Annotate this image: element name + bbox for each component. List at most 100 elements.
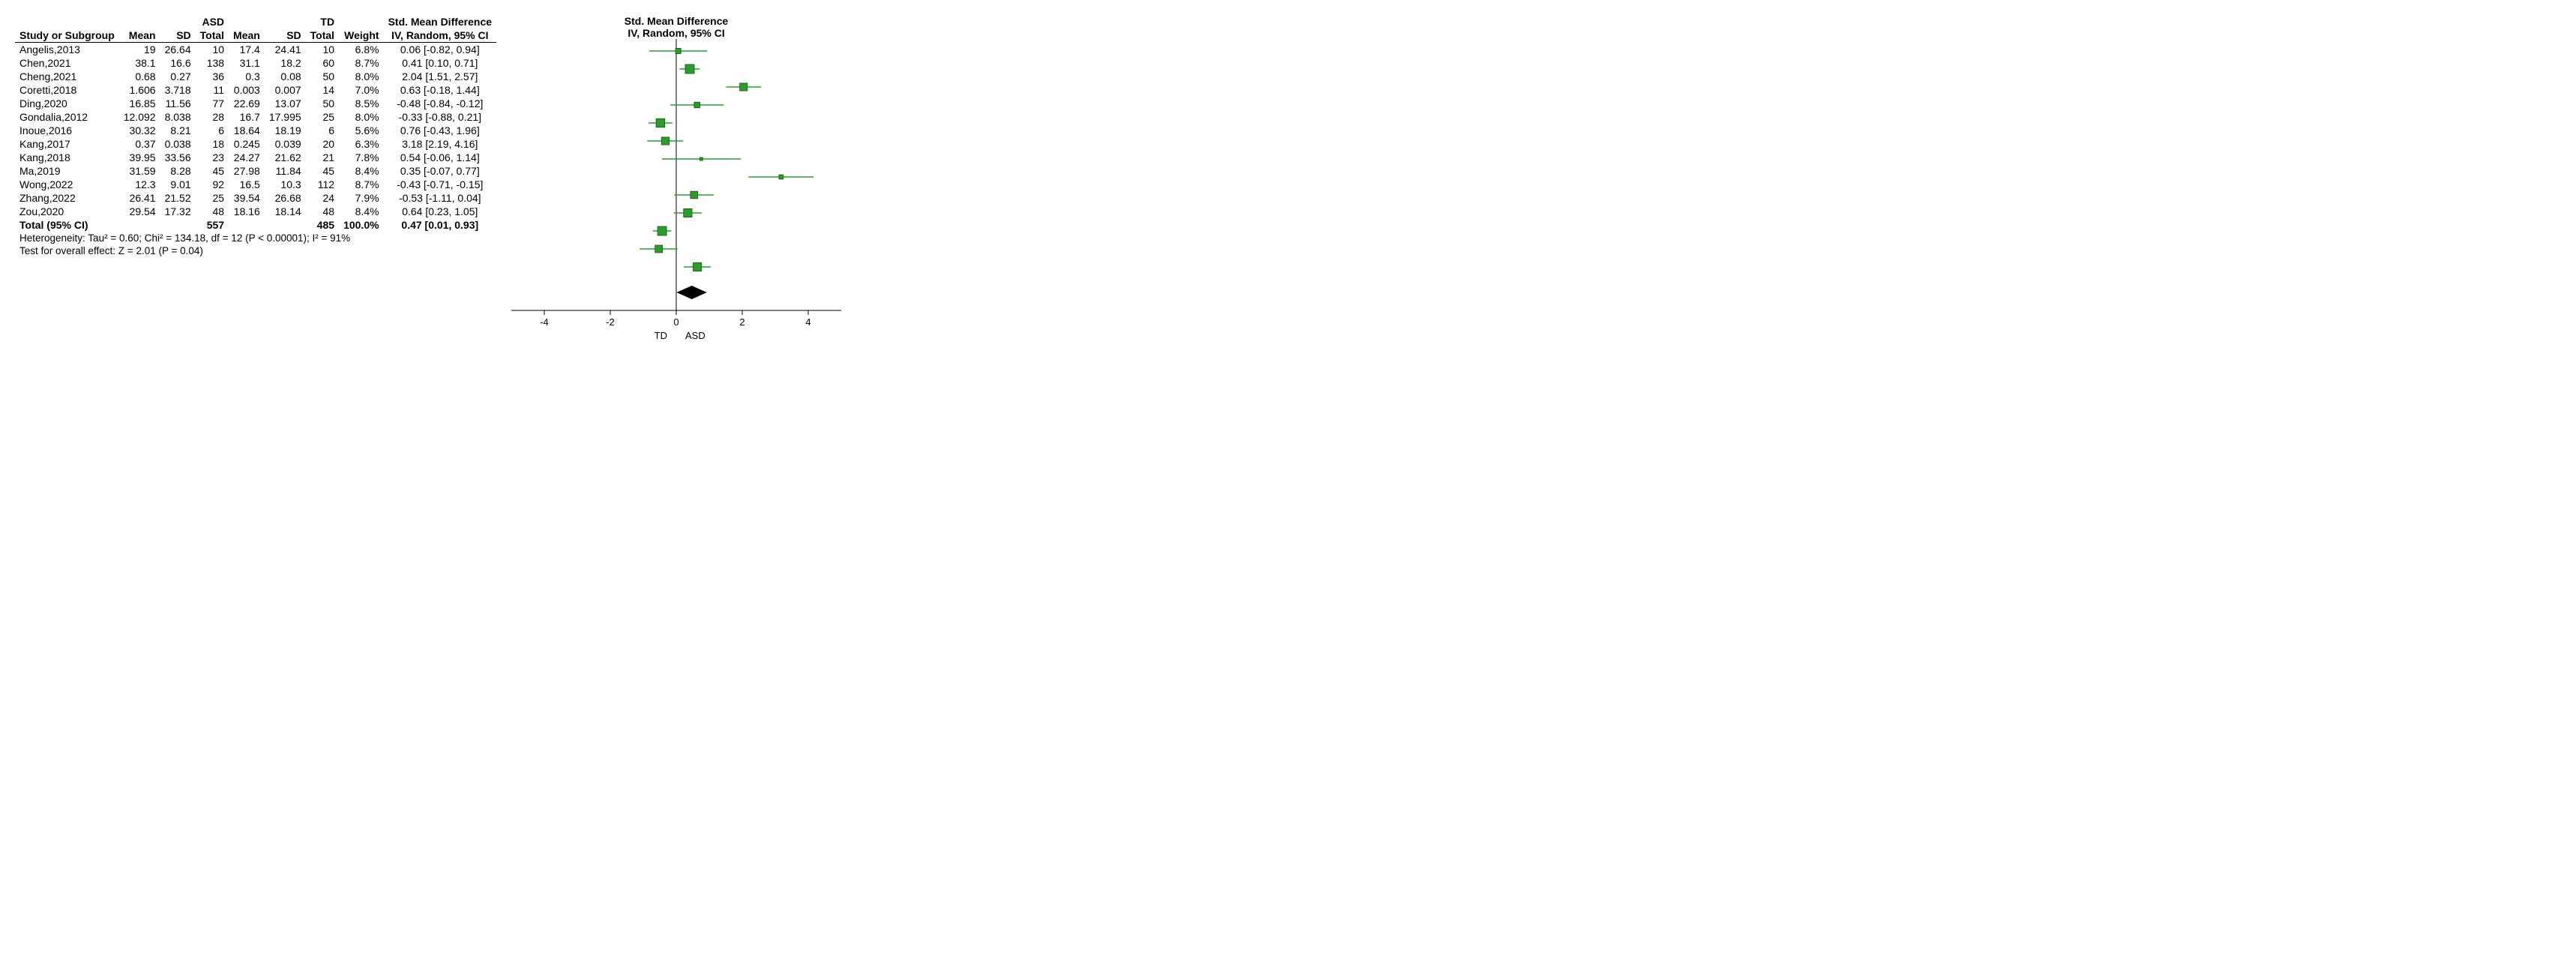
col-mean1: Mean [119,28,160,43]
study-name: Gondalia,2012 [15,110,119,124]
col-effect: IV, Random, 95% CI [384,28,496,43]
study-name: Cheng,2021 [15,70,119,83]
effect: 0.64 [0.23, 1.05] [384,205,496,218]
study-name: Zhang,2022 [15,191,119,205]
n1: 6 [196,124,229,137]
plot-subtitle: IV, Random, 95% CI [511,27,841,39]
effect: 0.54 [-0.06, 1.14] [384,151,496,164]
weight: 8.0% [339,110,383,124]
weight: 7.9% [339,191,383,205]
group1-header: ASD [119,15,229,28]
sd1: 33.56 [160,151,196,164]
sd1: 8.038 [160,110,196,124]
plot-title: Std. Mean Difference [511,15,841,27]
weight: 5.6% [339,124,383,137]
table-row: Wong,202212.39.019216.510.31128.7%-0.43 … [15,178,496,191]
n2: 45 [306,164,339,178]
table-row: Chen,202138.116.613831.118.2608.7%0.41 [… [15,56,496,70]
col-n2: Total [306,28,339,43]
n2: 14 [306,83,339,97]
study-name: Ding,2020 [15,97,119,110]
effect: -0.48 [-0.84, -0.12] [384,97,496,110]
sd1: 9.01 [160,178,196,191]
mean1: 12.092 [119,110,160,124]
svg-text:-4: -4 [540,316,549,328]
n1: 45 [196,164,229,178]
mean2: 0.3 [229,70,265,83]
table-row: Kang,20170.370.038180.2450.039206.3%3.18… [15,137,496,151]
sd2: 0.039 [265,137,306,151]
mean2: 31.1 [229,56,265,70]
n1: 18 [196,137,229,151]
mean2: 24.27 [229,151,265,164]
study-name: Kang,2018 [15,151,119,164]
mean1: 38.1 [119,56,160,70]
table-row: Inoue,201630.328.21618.6418.1965.6%0.76 … [15,124,496,137]
weight: 7.8% [339,151,383,164]
weight: 8.7% [339,56,383,70]
mean2: 16.7 [229,110,265,124]
total-label: Total (95% CI) [15,218,119,232]
col-mean2: Mean [229,28,265,43]
mean2: 16.5 [229,178,265,191]
n1: 10 [196,43,229,57]
table-row: Cheng,20210.680.27360.30.08508.0%2.04 [1… [15,70,496,83]
table-row: Zou,202029.5417.324818.1618.14488.4%0.64… [15,205,496,218]
n1: 28 [196,110,229,124]
weight: 7.0% [339,83,383,97]
table-row: Angelis,20131926.641017.424.41106.8%0.06… [15,43,496,57]
sd2: 13.07 [265,97,306,110]
study-name: Coretti,2018 [15,83,119,97]
sd2: 18.2 [265,56,306,70]
weight: 8.7% [339,178,383,191]
mean1: 12.3 [119,178,160,191]
sd1: 21.52 [160,191,196,205]
effect: 0.35 [-0.07, 0.77] [384,164,496,178]
sd1: 3.718 [160,83,196,97]
col-weight: Weight [339,28,383,43]
effect-header: Std. Mean Difference [384,15,496,28]
n1: 92 [196,178,229,191]
mean1: 31.59 [119,164,160,178]
weight: 8.4% [339,205,383,218]
n2: 112 [306,178,339,191]
forest-plot-container: ASD TD Std. Mean Difference Study or Sub… [15,15,2561,348]
n1: 23 [196,151,229,164]
effect: -0.53 [-1.11, 0.04] [384,191,496,205]
effect: 0.06 [-0.82, 0.94] [384,43,496,57]
weight: 8.4% [339,164,383,178]
mean2: 0.003 [229,83,265,97]
total-n1: 557 [196,218,229,232]
forest-table: ASD TD Std. Mean Difference Study or Sub… [15,15,496,257]
mean2: 18.16 [229,205,265,218]
mean1: 29.54 [119,205,160,218]
sd2: 26.68 [265,191,306,205]
effect: 0.63 [-0.18, 1.44] [384,83,496,97]
mean2: 0.245 [229,137,265,151]
heterogeneity: Heterogeneity: Tau² = 0.60; Chi² = 134.1… [15,232,496,244]
table-row: Ma,201931.598.284527.9811.84458.4%0.35 [… [15,164,496,178]
n1: 25 [196,191,229,205]
table-row: Gondalia,201212.0928.0382816.717.995258.… [15,110,496,124]
n2: 50 [306,97,339,110]
mean1: 26.41 [119,191,160,205]
mean2: 17.4 [229,43,265,57]
mean1: 39.95 [119,151,160,164]
n2: 60 [306,56,339,70]
mean2: 27.98 [229,164,265,178]
effect: -0.43 [-0.71, -0.15] [384,178,496,191]
study-name: Kang,2017 [15,137,119,151]
sd1: 11.56 [160,97,196,110]
mean2: 22.69 [229,97,265,110]
n2: 6 [306,124,339,137]
svg-text:4: 4 [805,316,810,328]
col-n1: Total [196,28,229,43]
mean1: 30.32 [119,124,160,137]
sd1: 0.038 [160,137,196,151]
effect: -0.33 [-0.88, 0.21] [384,110,496,124]
svg-text:2: 2 [739,316,744,328]
weight: 8.0% [339,70,383,83]
group2-header: TD [229,15,339,28]
table-row: Zhang,202226.4121.522539.5426.68247.9%-0… [15,191,496,205]
n1: 138 [196,56,229,70]
